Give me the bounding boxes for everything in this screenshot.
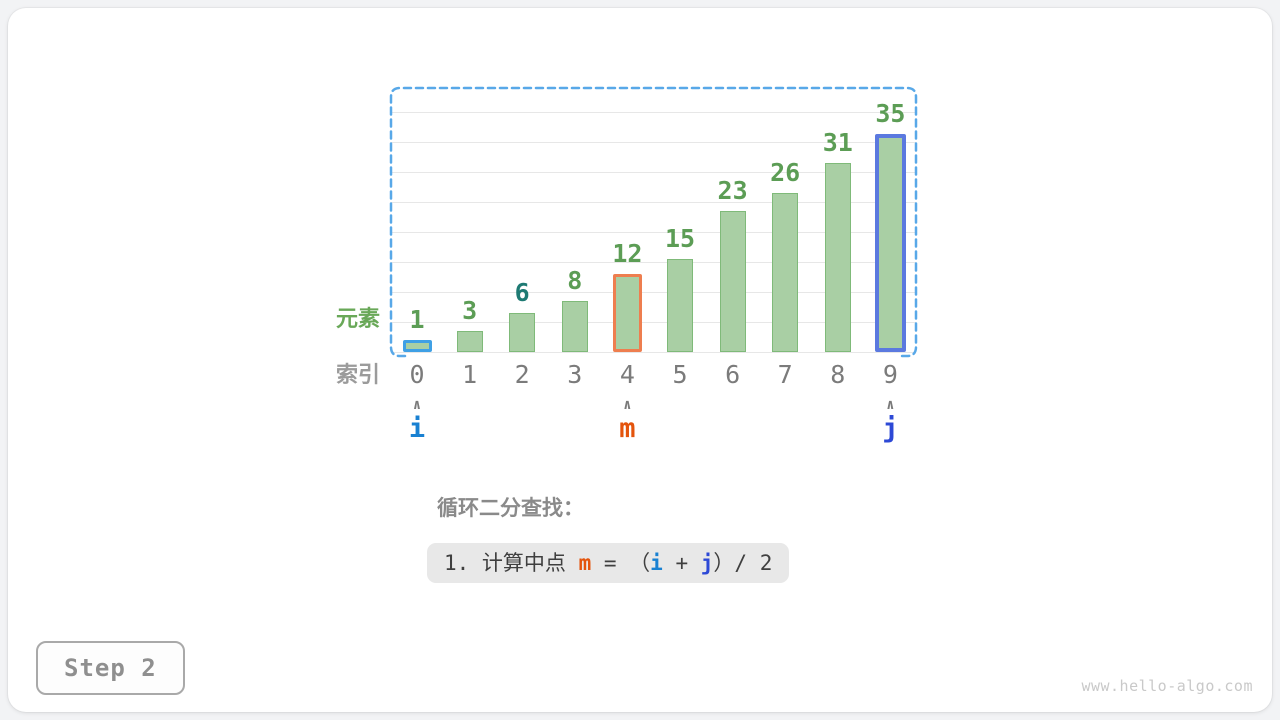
index-label: 3 <box>567 360 583 389</box>
index-label: 6 <box>725 360 741 389</box>
formula-text: ）/ 2 <box>713 551 773 575</box>
index-label: 1 <box>462 360 478 389</box>
watermark: www.hello-algo.com <box>1081 677 1253 695</box>
bar <box>509 313 536 352</box>
caption-heading: 循环二分查找： <box>437 497 584 520</box>
formula-var-i: i <box>650 551 663 575</box>
formula-var-j: j <box>700 551 714 575</box>
pointer-label-i: i <box>408 413 426 444</box>
pointer-label-j: j <box>882 413 899 444</box>
bar-highlight-j <box>874 134 906 352</box>
bar <box>824 163 851 352</box>
index-axis-label: 索引 <box>335 362 380 387</box>
pointer-caret-m: ∧ <box>623 397 632 413</box>
pointer-caret-j: ∧ <box>886 397 895 413</box>
index-label: 7 <box>777 360 793 389</box>
bar <box>667 259 693 352</box>
step-badge: Step 2 <box>36 641 185 695</box>
index-label: 4 <box>619 360 635 389</box>
bar-value-label: 8 <box>567 266 583 295</box>
formula-text: = （ <box>591 551 651 575</box>
bar-value-label: 15 <box>664 224 696 253</box>
bar-highlight-i <box>402 340 432 352</box>
index-label: 5 <box>672 360 688 389</box>
bar-value-label: 26 <box>770 158 801 187</box>
index-label: 8 <box>830 360 846 389</box>
formula-text: 1. 计算中点 <box>444 551 579 575</box>
bar <box>719 211 746 352</box>
formula-box: 1. 计算中点 m = （i + j）/ 2 <box>427 543 790 583</box>
bar-value-label: 35 <box>875 99 906 128</box>
element-axis-label: 元素 <box>335 306 380 331</box>
pointer-label-m: m <box>619 413 636 444</box>
bar-highlight-m <box>612 274 642 352</box>
bar-value-label: 31 <box>822 128 853 157</box>
bar <box>456 331 483 352</box>
index-label: 2 <box>514 360 530 389</box>
gridline <box>391 112 916 113</box>
pointer-caret-i: ∧ <box>412 397 422 413</box>
index-label: 9 <box>882 360 898 389</box>
formula-var-m: m <box>578 551 592 575</box>
index-label: 0 <box>409 360 425 389</box>
formula-text: + <box>662 551 701 575</box>
gridline <box>391 352 916 353</box>
bar <box>772 193 799 352</box>
bar <box>561 301 588 352</box>
